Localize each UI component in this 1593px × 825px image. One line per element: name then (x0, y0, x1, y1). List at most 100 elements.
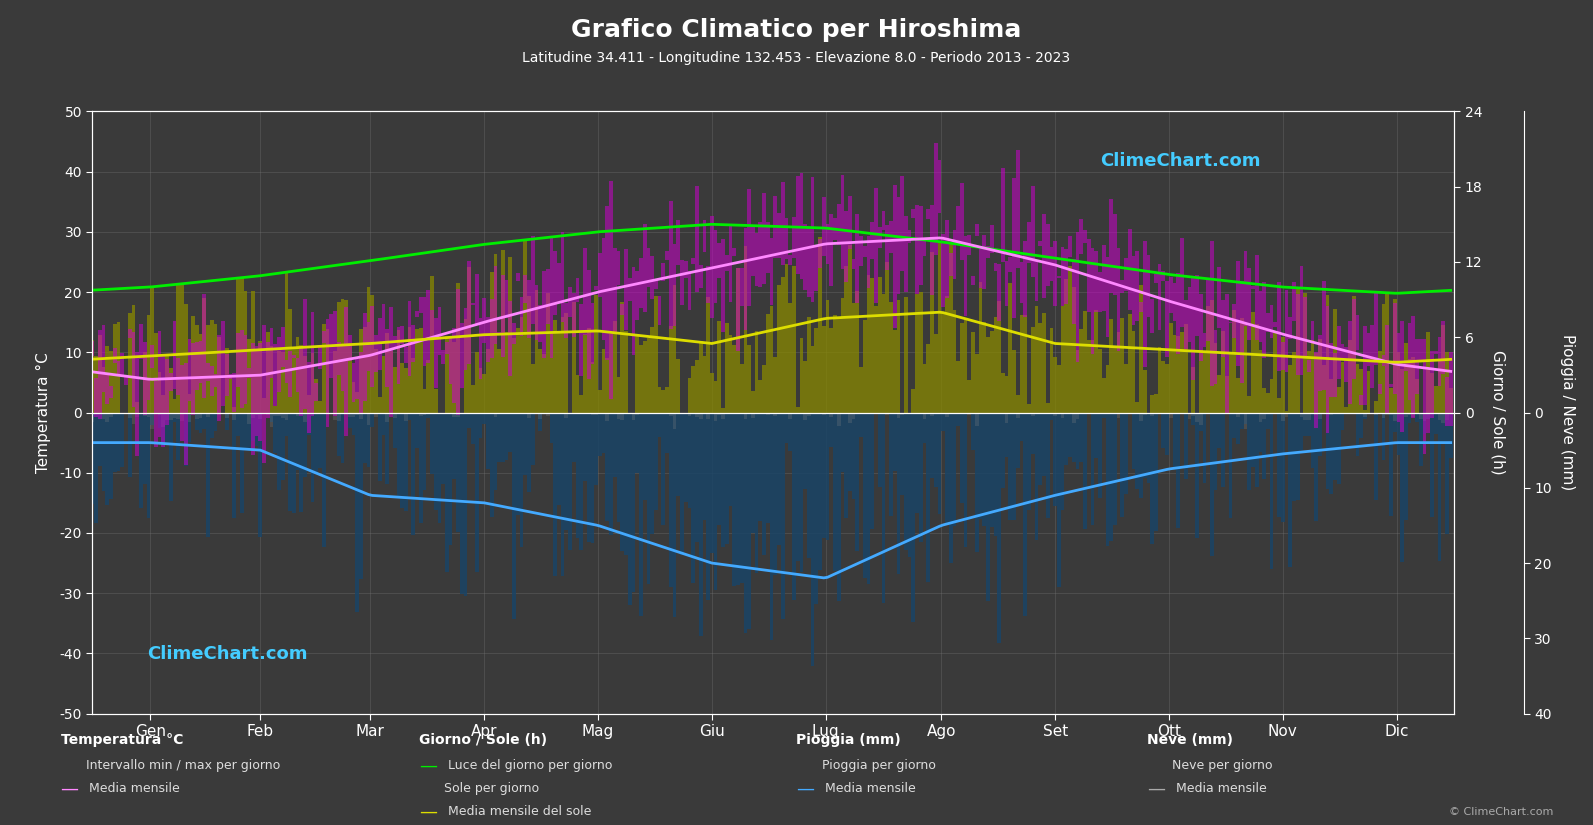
Bar (252, 291, 255, 412)
Bar (1150, 412, 1153, 544)
Bar (464, 318, 467, 412)
Bar (296, 412, 299, 470)
Bar (833, 314, 836, 412)
Bar (1292, 412, 1295, 502)
Bar (744, 412, 747, 418)
Bar (628, 278, 631, 301)
Bar (530, 364, 535, 412)
Bar (1330, 343, 1333, 398)
Bar (594, 285, 597, 290)
Bar (1075, 350, 1080, 412)
Bar (456, 412, 460, 417)
Bar (1344, 407, 1348, 412)
Bar (863, 320, 867, 412)
Bar (964, 412, 967, 548)
Bar (1239, 318, 1244, 412)
Text: Neve (mm): Neve (mm) (1147, 733, 1233, 747)
Bar (930, 205, 933, 295)
Bar (1389, 388, 1392, 412)
Bar (564, 303, 569, 338)
Text: Intervallo min / max per giorno: Intervallo min / max per giorno (86, 759, 280, 772)
Bar (116, 323, 121, 412)
Bar (892, 185, 897, 328)
Bar (717, 412, 722, 415)
Bar (736, 268, 739, 351)
Bar (683, 412, 688, 502)
Bar (558, 262, 561, 303)
Bar (102, 325, 105, 392)
Bar (655, 412, 658, 510)
Bar (836, 205, 841, 244)
Bar (199, 341, 202, 383)
Bar (941, 234, 945, 307)
Bar (631, 412, 636, 420)
Bar (497, 349, 502, 412)
Bar (502, 276, 505, 356)
Bar (1147, 255, 1150, 317)
Bar (441, 350, 444, 364)
Bar (1023, 315, 1027, 412)
Bar (336, 302, 341, 412)
Bar (761, 412, 766, 555)
Bar (352, 412, 355, 436)
Bar (1206, 306, 1211, 412)
Bar (725, 255, 728, 271)
Bar (903, 297, 908, 412)
Bar (1106, 412, 1109, 546)
Bar (1195, 412, 1200, 422)
Bar (467, 412, 472, 428)
Bar (1314, 353, 1319, 412)
Bar (1322, 281, 1325, 390)
Bar (489, 412, 494, 413)
Bar (908, 412, 911, 557)
Bar (1161, 361, 1164, 412)
Bar (785, 412, 789, 442)
Bar (1281, 412, 1284, 522)
Bar (975, 412, 978, 426)
Bar (1069, 266, 1072, 412)
Bar (774, 357, 777, 412)
Bar (236, 332, 241, 387)
Bar (1075, 412, 1080, 469)
Bar (919, 412, 922, 542)
Bar (169, 412, 172, 421)
Bar (419, 412, 422, 523)
Bar (202, 298, 205, 412)
Bar (102, 412, 105, 419)
Bar (803, 224, 808, 290)
Bar (516, 412, 519, 516)
Bar (1091, 248, 1094, 355)
Bar (199, 412, 202, 417)
Bar (467, 262, 472, 364)
Bar (938, 160, 941, 213)
Bar (292, 355, 296, 358)
Bar (269, 346, 274, 412)
Bar (210, 412, 213, 438)
Bar (650, 257, 655, 299)
Bar (819, 239, 822, 268)
Bar (808, 412, 811, 559)
Bar (561, 412, 564, 576)
Bar (661, 389, 666, 412)
Bar (505, 280, 508, 318)
Bar (314, 380, 319, 412)
Bar (1058, 276, 1061, 277)
Bar (519, 412, 524, 547)
Bar (333, 351, 336, 412)
Bar (1042, 214, 1047, 299)
Bar (1102, 412, 1106, 417)
Bar (347, 412, 352, 427)
Bar (1397, 351, 1400, 412)
Bar (444, 412, 449, 573)
Bar (314, 412, 319, 473)
Bar (1337, 412, 1341, 484)
Bar (378, 398, 382, 412)
Bar (972, 412, 975, 450)
Bar (594, 412, 597, 485)
Bar (538, 305, 542, 342)
Bar (180, 412, 183, 422)
Bar (941, 412, 945, 431)
Bar (695, 360, 699, 412)
Bar (836, 412, 841, 601)
Bar (1333, 412, 1337, 479)
